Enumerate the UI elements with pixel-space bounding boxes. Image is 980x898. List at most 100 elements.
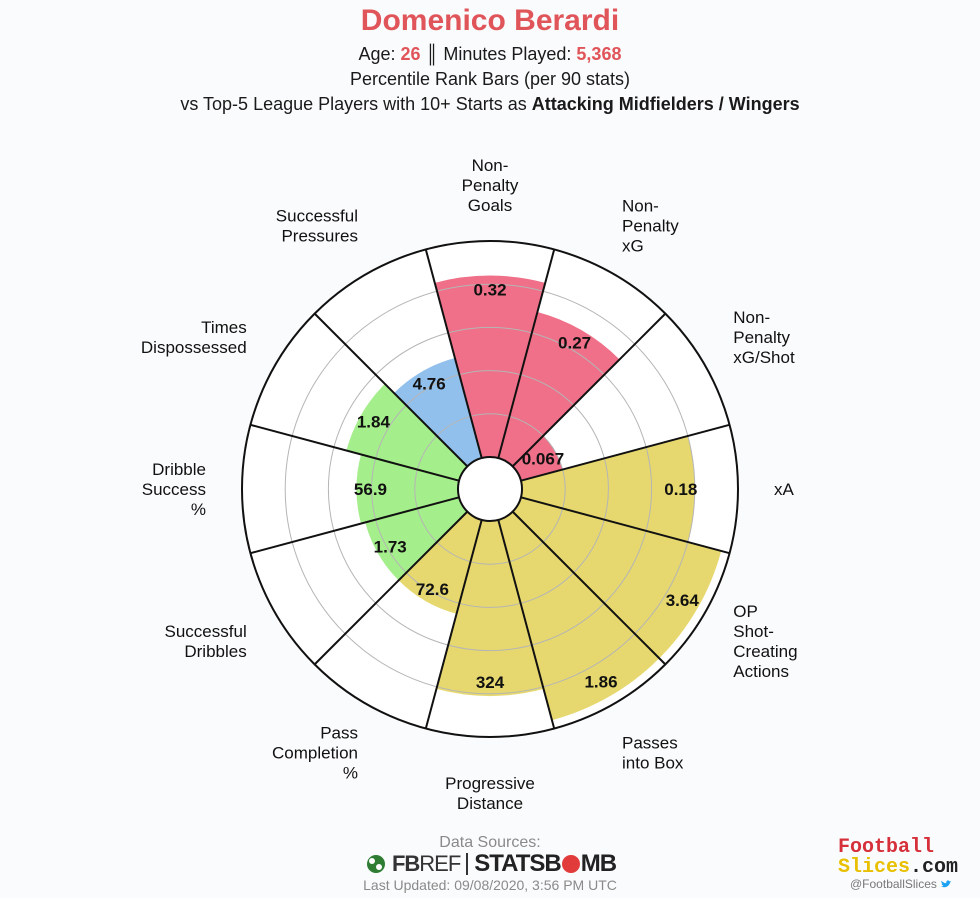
value-label: 56.9: [354, 480, 387, 499]
category-label-line: %: [191, 500, 206, 519]
category-label: Dribble Success%: [142, 460, 206, 519]
logo-divider: [466, 853, 469, 875]
handle-text: @FootballSlices: [850, 877, 937, 891]
value-label: 0.32: [473, 281, 506, 300]
divider-line: [250, 423, 460, 482]
bar-successful-pressures: [394, 357, 482, 467]
bar-progressive-distance: [436, 519, 544, 696]
divider-line: [520, 496, 730, 555]
twitter-bird-icon: [940, 880, 951, 888]
category-label: Pass Completion%: [272, 723, 358, 782]
category-label-line: Progressive: [445, 774, 535, 793]
value-label: 0.067: [522, 449, 565, 468]
category-label-line: Distance: [457, 794, 523, 813]
category-label: Passes into Box: [622, 733, 684, 772]
category-label: Times Dispossessed: [141, 318, 247, 357]
bar-times-dispossessed: [346, 383, 468, 481]
minutes-label: Minutes Played:: [443, 44, 577, 64]
data-sources-label: Data Sources:: [439, 834, 541, 851]
value-label: 1.84: [357, 413, 391, 432]
comparison-prefix: vs Top-5 League Players with 10+ Starts …: [180, 94, 532, 114]
position-group: Attacking Midfielders / Wingers: [531, 94, 800, 114]
category-label-line: into Box: [622, 753, 684, 772]
category-label-line: Non-: [733, 308, 770, 327]
category-label-line: Completion: [272, 743, 358, 762]
last-updated: Last Updated: 09/08/2020, 3:56 PM UTC: [363, 877, 617, 893]
category-label: Non-Penalty xG/Shot: [733, 308, 795, 367]
data-source-logos: FB REF STATS B MB: [356, 850, 626, 878]
value-label: 4.76: [413, 375, 446, 394]
category-label: Progressive Distance: [445, 774, 535, 813]
value-label: 3.64: [666, 591, 700, 610]
divider-line: [313, 510, 469, 666]
player-name: Domenico Berardi: [360, 4, 620, 37]
category-label-line: Pressures: [281, 227, 358, 246]
category-label-line: Successful: [276, 207, 358, 226]
center-hole: [457, 456, 523, 522]
category-label-line: Penalty: [622, 217, 679, 236]
divider-line: [520, 423, 730, 482]
divider-line: [424, 249, 483, 459]
bar-dribble-success-: [356, 454, 460, 524]
statsbomb-bomb-icon: [561, 855, 580, 873]
category-label: Successful Pressures: [276, 207, 358, 246]
divider-line: [497, 249, 556, 459]
fbref-fb: FB: [391, 851, 420, 876]
brand-suffix: .com: [910, 856, 959, 879]
category-label-line: Successful: [165, 622, 247, 641]
subtitle-comparison: vs Top-5 League Players with 10+ Starts …: [0, 94, 980, 115]
statsbomb-mb: MB: [580, 850, 617, 877]
category-label-line: xG/Shot: [733, 348, 795, 367]
category-label-line: Shot-: [733, 622, 774, 641]
divider-line: [313, 312, 469, 468]
category-label-line: Times: [201, 318, 247, 337]
category-label: Successful Dribbles: [165, 622, 247, 661]
grid-ring-40: [371, 370, 609, 608]
fbref-ref: REF: [419, 851, 461, 876]
category-label-line: Success: [142, 480, 206, 499]
category-label-line: Penalty: [462, 176, 519, 195]
bar-non-penalty-xg: [498, 312, 620, 467]
footballslices-brand: Football Slices.com: [838, 838, 978, 878]
value-label: 0.18: [664, 480, 697, 499]
fbref-ball-icon: [366, 855, 385, 873]
brand-line1: Football: [838, 836, 935, 859]
category-label-line: Dribbles: [184, 642, 246, 661]
value-label: 0.27: [558, 333, 591, 352]
statsbomb-b: B: [544, 850, 561, 877]
bar-pass-completion-: [398, 511, 482, 614]
statsbomb-logo: STATS B MB: [474, 850, 617, 878]
grid-ring-60: [327, 326, 653, 652]
divider-line: [511, 312, 667, 468]
twitter-handle: @FootballSlices: [850, 877, 952, 891]
bar-non-penalty-xg-shot: [512, 435, 563, 481]
category-label-line: Creating: [733, 642, 797, 661]
category-label-line: Non-: [622, 197, 659, 216]
category-label: xA: [774, 480, 795, 499]
brand-line2: Slices: [838, 856, 911, 879]
category-label-line: xA: [774, 480, 795, 499]
category-label: OP Shot-Creating Actions: [733, 602, 797, 681]
category-label-line: Passes: [622, 733, 678, 752]
divider-line: [511, 510, 667, 666]
category-label: Non-Penalty Goals: [462, 156, 519, 215]
bar-successful-dribbles: [365, 497, 468, 581]
value-label: 324: [476, 673, 505, 692]
fbref-logo: FB REF: [366, 851, 461, 877]
divider-line: [497, 519, 556, 729]
category-label: Non-Penalty xG: [622, 197, 679, 256]
statsbomb-stats: STATS: [474, 850, 545, 877]
bar-xa: [520, 435, 695, 543]
value-label: 1.73: [374, 538, 407, 557]
value-label: 72.6: [416, 580, 449, 599]
age-value: 26: [400, 44, 421, 64]
subtitle-percentile: Percentile Rank Bars (per 90 stats): [349, 69, 631, 89]
divider-line: [250, 496, 460, 555]
bar-non-penalty-goals: [434, 275, 546, 459]
category-label-line: Dispossessed: [141, 338, 247, 357]
category-label-line: Penalty: [733, 328, 790, 347]
category-label-line: xG: [622, 237, 644, 256]
category-label-line: Non-: [472, 156, 509, 175]
category-label-line: Pass: [320, 723, 358, 742]
